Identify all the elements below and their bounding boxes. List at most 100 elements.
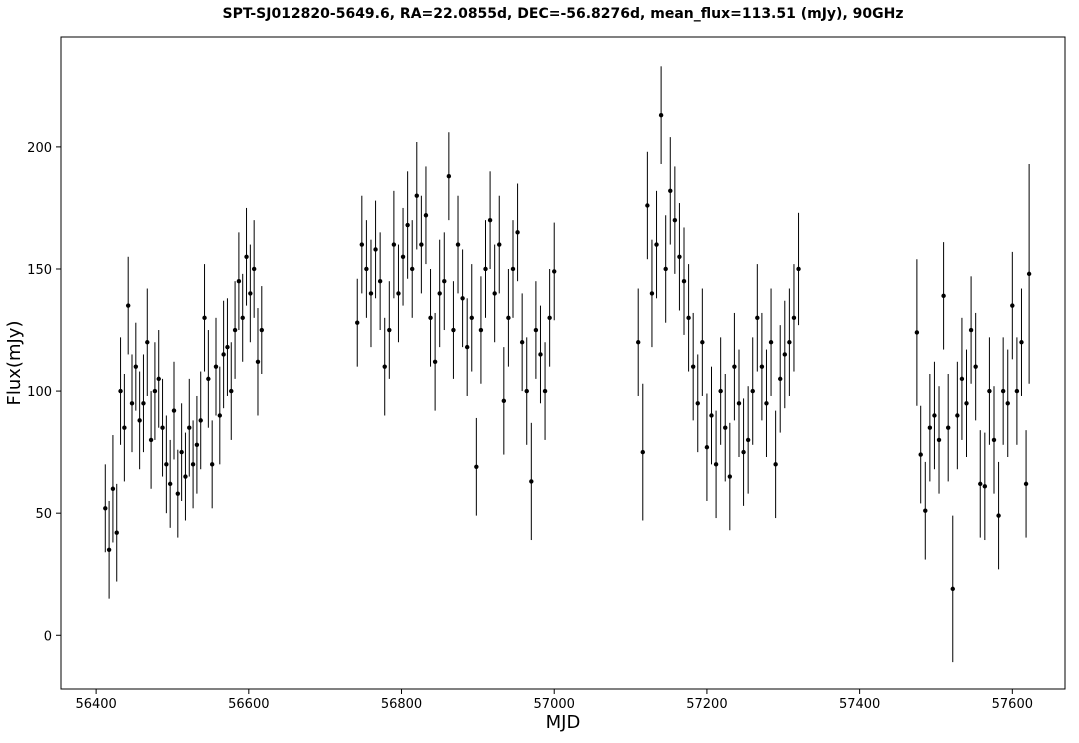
data-point [460, 296, 465, 301]
data-point [451, 327, 456, 333]
x-tick-label: 56800 [381, 697, 422, 712]
data-point [1026, 271, 1032, 277]
data-point [649, 291, 655, 296]
data-point [355, 320, 360, 325]
data-point [251, 266, 257, 272]
y-axis-label: Flux(mJy) [4, 321, 25, 406]
data-point [217, 413, 223, 418]
data-point [782, 352, 787, 357]
data-point [202, 315, 207, 321]
data-point [1005, 401, 1010, 406]
x-tick-label: 57400 [839, 697, 880, 712]
data-point [497, 242, 502, 247]
data-point [773, 462, 778, 467]
data-point [663, 266, 668, 272]
data-point [103, 506, 108, 511]
data-point [973, 364, 978, 369]
data-point [955, 413, 960, 418]
data-point [542, 388, 548, 394]
data-point [700, 340, 705, 345]
data-point [778, 376, 783, 382]
data-point [668, 188, 673, 194]
data-point [164, 462, 169, 467]
data-point [759, 364, 765, 369]
data-point [359, 242, 365, 247]
data-point [1000, 388, 1006, 394]
data-point [745, 437, 751, 443]
y-tick-label: 200 [27, 141, 52, 156]
data-point [190, 462, 196, 467]
data-point [194, 442, 200, 448]
data-point [118, 388, 123, 394]
plot-frame [60, 36, 1066, 690]
data-point [987, 388, 992, 394]
data-point [156, 376, 161, 382]
data-point [377, 278, 383, 284]
data-point [1023, 481, 1029, 487]
data-point [950, 586, 955, 592]
data-point [914, 330, 920, 335]
data-point [373, 247, 378, 252]
data-point [533, 327, 539, 333]
data-point [410, 266, 415, 272]
data-point [141, 401, 146, 406]
data-point [524, 388, 529, 394]
data-point [764, 401, 769, 406]
data-point [690, 364, 696, 369]
data-point [636, 340, 641, 345]
data-point [741, 449, 746, 455]
data-point [672, 217, 678, 223]
data-point [654, 242, 659, 247]
data-point [959, 376, 965, 382]
data-point [736, 401, 742, 406]
data-point [236, 278, 242, 284]
data-point [148, 437, 154, 443]
data-point [492, 291, 497, 296]
data-point [446, 173, 452, 179]
data-point [529, 479, 534, 484]
y-tick-label: 0 [44, 629, 52, 644]
x-tick-label: 56600 [228, 697, 269, 712]
data-point [750, 388, 755, 394]
data-point [110, 486, 116, 491]
data-point [244, 254, 249, 259]
data-point [506, 315, 511, 321]
data-point [991, 437, 997, 443]
data-point [167, 481, 173, 487]
data-point [464, 344, 470, 350]
data-point [677, 254, 682, 259]
data-point [423, 213, 429, 218]
data-point [681, 278, 687, 284]
data-point [248, 291, 253, 296]
data-point [732, 364, 737, 369]
data-point [709, 413, 714, 418]
data-point [538, 352, 543, 357]
data-point [945, 425, 951, 430]
data-point [455, 242, 461, 247]
data-point [198, 418, 203, 423]
data-point [968, 327, 974, 333]
data-point [1010, 303, 1015, 308]
x-tick-label: 56400 [75, 697, 116, 712]
data-point [225, 344, 230, 350]
data-point [160, 425, 165, 430]
data-point [133, 364, 139, 369]
data-point [932, 413, 937, 418]
data-point [122, 425, 127, 430]
data-point [400, 254, 406, 259]
data-point [179, 449, 184, 455]
data-point [382, 364, 387, 369]
data-point [483, 266, 488, 272]
data-point [364, 266, 369, 272]
data-point [396, 291, 401, 296]
data-point [232, 327, 238, 333]
data-point [927, 425, 933, 430]
data-point [923, 508, 928, 513]
data-point [704, 445, 710, 450]
data-point [428, 315, 433, 321]
data-point [996, 513, 1001, 518]
data-point [547, 315, 552, 321]
data-point [982, 484, 988, 489]
data-point [936, 437, 942, 443]
